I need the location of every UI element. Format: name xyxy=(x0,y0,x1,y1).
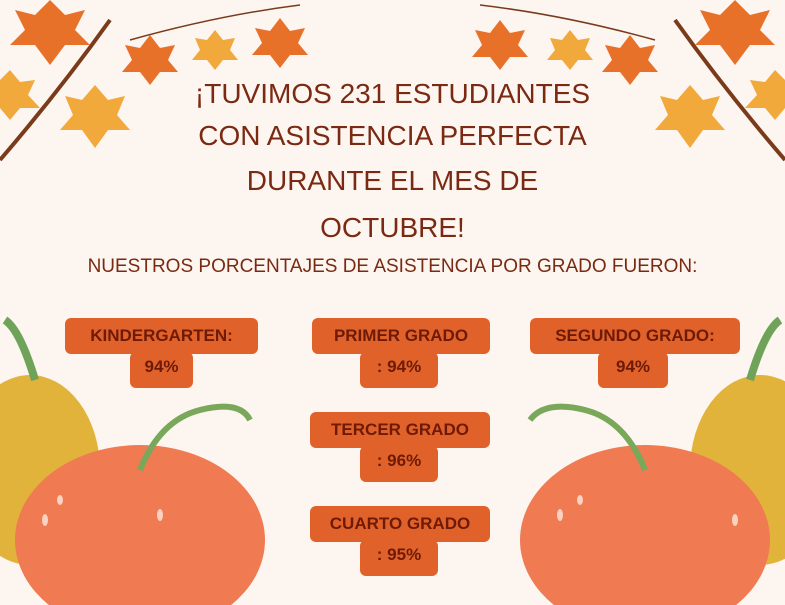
grade-label: PRIMER GRADO xyxy=(312,318,490,354)
grade-value: : 94% xyxy=(360,352,438,388)
grade-label: TERCER GRADO xyxy=(310,412,490,448)
title-line: CON ASISTENCIA PERFECTA xyxy=(198,120,587,151)
grade-value: : 95% xyxy=(360,540,438,576)
grade-label: CUARTO GRADO xyxy=(310,506,490,542)
title-line: DURANTE EL MES DE xyxy=(246,165,539,196)
title-line: OCTUBRE! xyxy=(320,212,465,243)
title-line: ¡TUVIMOS 231 ESTUDIANTES xyxy=(194,78,591,109)
grade-value: 94% xyxy=(598,352,668,388)
grade-label: SEGUNDO GRADO: xyxy=(530,318,740,354)
grade-label: KINDERGARTEN: xyxy=(65,318,258,354)
subtitle: NUESTROS PORCENTAJES DE ASISTENCIA POR G… xyxy=(87,256,698,277)
grade-value: : 96% xyxy=(360,446,438,482)
grade-value: 94% xyxy=(130,352,193,388)
